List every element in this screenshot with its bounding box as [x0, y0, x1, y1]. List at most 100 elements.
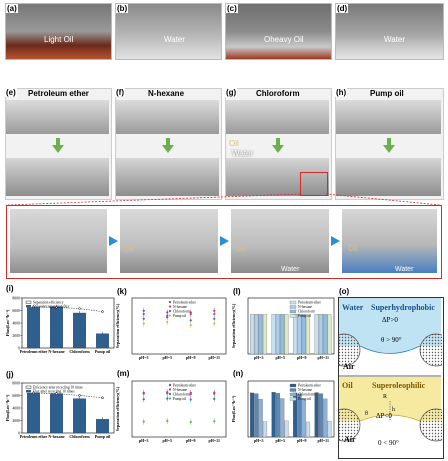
- chart-i-legend-swatch: [25, 300, 32, 304]
- chart-m-legend-marker: [168, 392, 172, 396]
- chart-m-point: [166, 419, 169, 422]
- chart-l-xtick-label: pH=3: [254, 355, 264, 360]
- chart-n-bar: [305, 421, 311, 438]
- chart-i-ytick-label: 0: [18, 346, 20, 350]
- chart-j-efficiency-point: [78, 394, 81, 397]
- label-f: (f): [115, 88, 125, 97]
- chart-m-legend-marker: [168, 383, 172, 387]
- chart-k-legend-label: Petroleum ether: [173, 300, 197, 304]
- arrow-stem-f: [166, 138, 170, 145]
- chart-n-legend-swatch: [289, 383, 297, 388]
- chart-k-point: [142, 312, 145, 316]
- panel-e-bottom-photo: [6, 158, 109, 196]
- water-label-g: Water: [232, 149, 254, 158]
- chart-n-legend-swatch: [289, 388, 297, 392]
- chart-i-efficiency-point: [101, 310, 104, 313]
- strip-oil-1: Oil: [124, 245, 134, 254]
- panel-g-top-photo: [226, 100, 329, 134]
- caption-b: Water: [164, 35, 186, 44]
- chart-m-xtick-label: pH=9: [186, 438, 196, 443]
- chart-n-bar: [271, 392, 276, 438]
- chart-j-ytick-label: 6000: [12, 394, 20, 398]
- chart-k-xtick-label: pH=9: [186, 355, 196, 360]
- label-b: (b): [116, 4, 129, 13]
- chart-l-bar: [275, 314, 280, 355]
- title-g: Chloroform: [256, 89, 300, 98]
- chart-n-xtick-label: pH=11: [318, 438, 329, 443]
- chart-l-bar: [318, 314, 323, 355]
- caption-c: Oheavy Oil: [264, 35, 304, 44]
- chart-n-bar: [262, 421, 268, 438]
- chart-n-bar: [254, 393, 259, 438]
- chart-k-legend-label: N-hexane: [173, 305, 187, 309]
- oil-label-g: Oil: [229, 139, 239, 148]
- title-f: N-hexane: [148, 89, 185, 98]
- right-arrow-icon: [220, 236, 229, 246]
- panel-g-bottom-photo: [226, 158, 329, 196]
- o-theta-top: θ > 90°: [381, 336, 402, 344]
- chart-n-legend-label: Pump oil: [298, 397, 311, 401]
- chart-j-bar: [73, 398, 86, 434]
- chart-l-legend-label: Pump oil: [298, 314, 311, 318]
- chart-n-bar: [297, 393, 302, 438]
- label-c: (c): [226, 4, 238, 13]
- chart-k-point: [189, 312, 192, 316]
- chart-k-point: [213, 312, 216, 316]
- chart-n-bar: [284, 420, 289, 438]
- chart-j-xtick-label: Petroleum ether: [20, 434, 48, 439]
- panel-f-top-photo: [116, 100, 219, 134]
- arrow-stem-e: [56, 138, 60, 145]
- strip-water-2: Water: [395, 266, 414, 273]
- chart-i-ytick-label: 4000: [12, 321, 20, 325]
- chart-k-legend-marker: [168, 314, 172, 317]
- chart-l-bar: [293, 314, 298, 355]
- o-air-top: Air: [343, 362, 355, 371]
- chart-l-bar: [297, 314, 302, 355]
- label-l: (l): [232, 287, 242, 296]
- chart-l-legend-swatch: [289, 305, 297, 309]
- chart-l-legend-label: Chloroform: [298, 310, 315, 314]
- chart-n-bar: [327, 421, 332, 438]
- chart-j-ylabel: Flux(Lm⁻²h⁻¹): [5, 394, 10, 421]
- chart-m-point: [189, 420, 192, 424]
- label-o: (o): [338, 287, 351, 296]
- arrow-stem-h: [387, 138, 391, 145]
- chart-m-legend-label: Pump oil: [173, 397, 186, 401]
- strip-photo-4: [342, 209, 437, 273]
- chart-i-efficiency-point: [55, 306, 58, 309]
- photo-c: Oheavy Oil: [225, 3, 332, 60]
- chart-j-bar: [96, 419, 109, 434]
- chart-j-xtick-label: Chloroform: [69, 434, 90, 439]
- chart-n-bar: [275, 393, 280, 438]
- chart-l-ylabel: Separation efficiency(%): [231, 303, 236, 348]
- panel-o-schematic: [338, 298, 442, 456]
- o-superhydrophobic: Superhydrophobic: [371, 303, 435, 312]
- label-j: (j): [5, 370, 15, 379]
- chart-k-legend-marker: [168, 300, 172, 304]
- chart-n-legend-label: Petroleum ether: [298, 384, 322, 388]
- o-oil: Oil: [342, 381, 353, 390]
- caption-d: Water: [384, 35, 406, 44]
- chart-m-xtick-label: pH=3: [139, 438, 149, 443]
- chart-j-xtick-label: Pump oil: [95, 434, 111, 439]
- chart-j-ytick-label: 0: [18, 431, 20, 435]
- chart-i-bar: [27, 307, 40, 349]
- strip-oil-2: Oil: [236, 244, 246, 253]
- o-theta-bottom: 0 < 90°: [378, 439, 399, 447]
- chart-j-ytick-label: 4000: [12, 406, 20, 410]
- o-h: h: [392, 407, 395, 413]
- label-e: (e): [5, 88, 17, 97]
- photo-a: Light Oil: [5, 3, 112, 60]
- chart-k-xtick-label: pH=5: [162, 355, 172, 360]
- chart-n-xtick-label: pH=9: [297, 438, 307, 443]
- chart-i-efficiency-point: [32, 305, 35, 309]
- strip-photo-2: [120, 209, 218, 273]
- strip-photo-1: [10, 209, 107, 273]
- chart-l-legend-label: Petroleum ether: [298, 301, 322, 305]
- chart-l-legend-swatch: [289, 314, 297, 318]
- chart-k-point: [166, 311, 169, 314]
- chart-k-point: [189, 324, 192, 327]
- chart-l-frame: [247, 297, 335, 355]
- o-dp-top: ΔP>0: [382, 316, 398, 324]
